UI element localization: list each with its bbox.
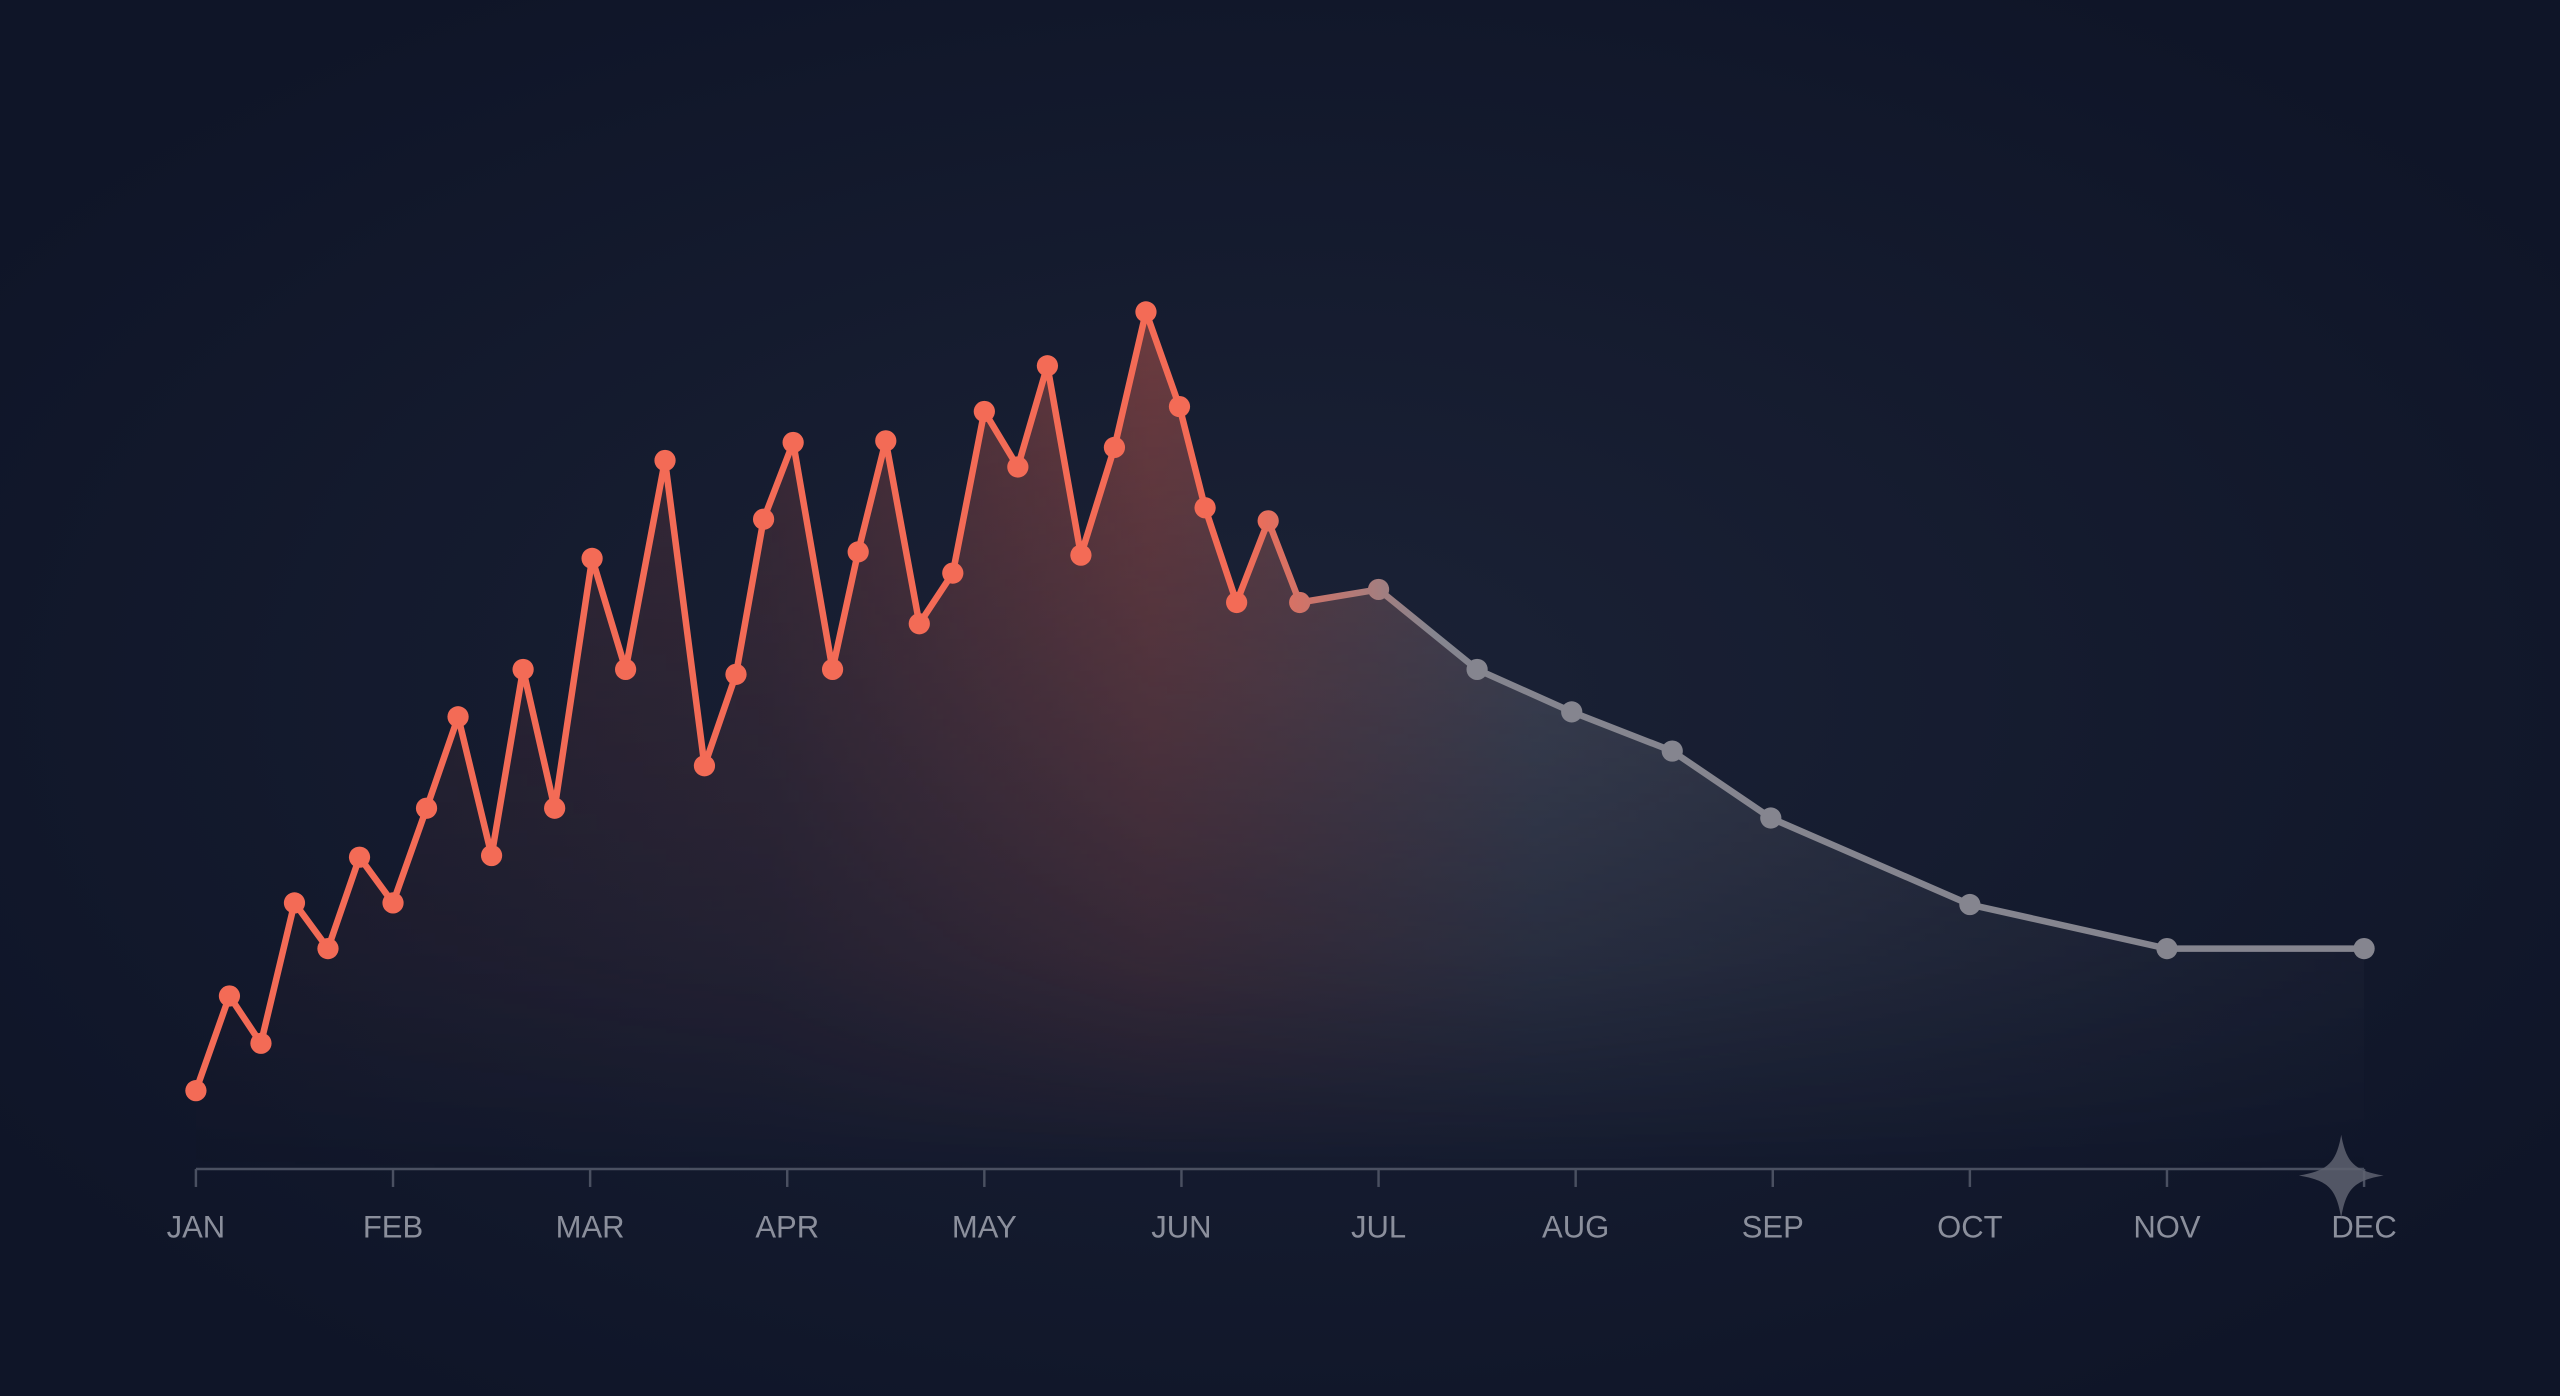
point xyxy=(1036,355,1059,377)
point xyxy=(1226,591,1248,614)
point xyxy=(1561,701,1583,723)
point xyxy=(654,449,676,472)
point xyxy=(1760,807,1782,829)
x-tick-label: DEC xyxy=(2331,1210,2396,1245)
x-tick-label: JUL xyxy=(1351,1210,1406,1245)
x-tick-label: JAN xyxy=(167,1210,226,1245)
x-tick-label: OCT xyxy=(1937,1210,2003,1245)
sparkle-icon xyxy=(2298,1134,2384,1218)
point xyxy=(847,541,869,563)
point xyxy=(614,658,637,681)
point xyxy=(973,400,995,423)
point xyxy=(942,562,964,584)
point xyxy=(218,985,241,1007)
point xyxy=(1257,510,1279,532)
point xyxy=(1194,497,1216,519)
point xyxy=(782,431,804,454)
point xyxy=(1168,395,1191,418)
x-tick-label: AUG xyxy=(1542,1210,1609,1245)
point xyxy=(283,892,306,914)
x-tick-label: NOV xyxy=(2133,1210,2201,1245)
point xyxy=(752,508,775,530)
point xyxy=(1661,740,1683,762)
point xyxy=(1367,578,1390,601)
point xyxy=(1959,893,1981,916)
point xyxy=(581,547,603,570)
point xyxy=(2353,938,2375,960)
point xyxy=(512,658,534,681)
point xyxy=(480,844,503,867)
point xyxy=(1466,658,1488,681)
area-fill xyxy=(195,311,2365,1170)
x-tick-label: SEP xyxy=(1742,1210,1804,1245)
point xyxy=(544,797,566,819)
point xyxy=(1070,544,1092,566)
x-tick-label: MAY xyxy=(952,1210,1017,1245)
point xyxy=(1103,436,1126,458)
x-tick-label: MAR xyxy=(556,1210,625,1245)
point xyxy=(382,892,404,914)
point xyxy=(1007,456,1029,478)
point xyxy=(415,797,438,819)
point xyxy=(1135,301,1157,323)
point xyxy=(250,1032,272,1054)
x-tick-label: JUN xyxy=(1151,1210,1211,1245)
point xyxy=(693,755,716,777)
point xyxy=(725,663,747,685)
point xyxy=(185,1080,207,1102)
x-tick-label: APR xyxy=(755,1210,819,1245)
point xyxy=(348,846,371,868)
point xyxy=(447,706,469,728)
point xyxy=(908,613,930,635)
point xyxy=(821,658,844,681)
point xyxy=(2156,938,2178,960)
point xyxy=(317,938,339,960)
point xyxy=(875,430,897,452)
x-tick-label: FEB xyxy=(363,1210,423,1245)
point xyxy=(1289,591,1311,614)
